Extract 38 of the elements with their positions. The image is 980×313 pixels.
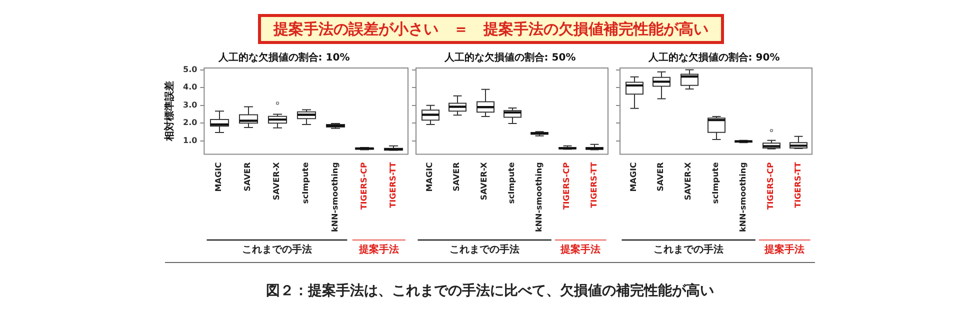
- text: 提案手法の誤差が小さい ＝ 提案手法の欠損値補完性能が高い: [258, 14, 724, 44]
- chart-title: 人工的な欠損値の割合: 90%: [647, 52, 780, 64]
- x-tick-label: TIGERS-CP: [359, 162, 368, 210]
- x-tick-label: SAVER-X: [684, 161, 693, 200]
- x-tick-label: kNN-smoothing: [738, 162, 748, 232]
- y-tick-label: 1.0: [183, 136, 198, 145]
- x-tick-label: TIGERS-TT: [793, 162, 802, 208]
- text: 提案手法: [764, 244, 805, 256]
- x-tick-label: SAVER: [242, 162, 252, 192]
- x-tick-label: kNN-smoothing: [330, 162, 340, 232]
- text: 提案手法: [358, 244, 399, 256]
- x-tick-label: TIGERS-TT: [589, 162, 598, 208]
- text: これまでの手法: [450, 244, 520, 256]
- text: これまでの手法: [242, 244, 312, 256]
- x-tick-label: scImpute: [301, 162, 310, 204]
- y-tick-label: 4.0: [183, 82, 198, 92]
- x-tick-label: TIGERS-CP: [766, 162, 775, 210]
- y-tick-label: 2.0: [183, 118, 198, 128]
- caption: 図２：提案手法は、これまでの手法に比べて、欠損値の補完性能が高い: [265, 282, 715, 300]
- y-axis-title: 相対標準誤差: [164, 81, 176, 142]
- chart-title: 人工的な欠損値の割合: 10%: [217, 52, 350, 64]
- chart-title: 人工的な欠損値の割合: 50%: [443, 52, 576, 64]
- x-tick-label: TIGERS-TT: [388, 162, 398, 208]
- x-tick-label: SAVER-X: [272, 161, 282, 200]
- x-tick-label: scImpute: [711, 162, 720, 204]
- x-tick-label: scImpute: [507, 162, 516, 204]
- text: 提案手法: [560, 244, 601, 256]
- x-tick-label: TIGERS-CP: [562, 162, 571, 210]
- x-tick-label: SAVER: [452, 162, 462, 192]
- x-tick-label: kNN-smoothing: [534, 162, 544, 232]
- x-tick-label: MAGIC: [214, 162, 223, 192]
- y-tick-label: 5.0: [183, 64, 198, 74]
- x-tick-label: SAVER: [656, 162, 666, 192]
- text: これまでの手法: [654, 244, 724, 256]
- y-tick-label: 3.0: [183, 100, 198, 110]
- x-tick-label: MAGIC: [424, 162, 434, 192]
- x-tick-label: MAGIC: [628, 162, 638, 192]
- x-tick-label: SAVER-X: [480, 161, 489, 200]
